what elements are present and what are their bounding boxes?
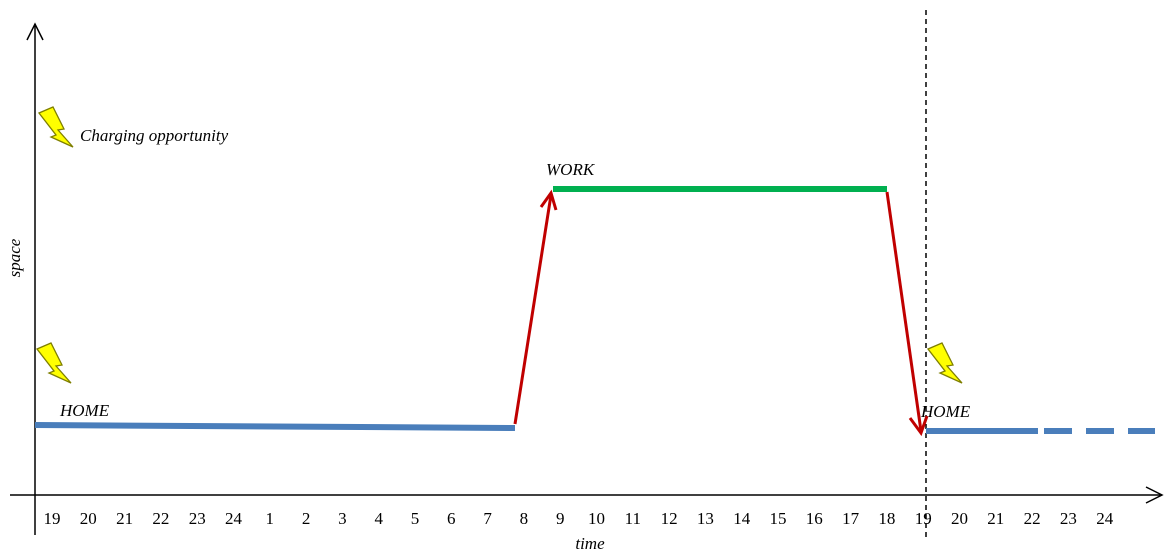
time-tick-label: 11 — [625, 509, 641, 528]
time-tick-label: 23 — [1060, 509, 1077, 528]
time-tick-label: 22 — [1024, 509, 1041, 528]
time-tick-label: 24 — [1096, 509, 1114, 528]
time-tick-label: 24 — [225, 509, 243, 528]
home-stay-line — [34, 422, 516, 431]
lightning-icon — [38, 106, 74, 148]
time-tick-label: 5 — [411, 509, 420, 528]
time-tick-label: 18 — [878, 509, 895, 528]
x-axis-title: time — [575, 534, 605, 553]
x-axis-arrowhead — [1145, 486, 1164, 504]
time-tick-label: 14 — [733, 509, 751, 528]
y-axis-arrowhead — [26, 22, 44, 41]
time-tick-label: 3 — [338, 509, 347, 528]
time-tick-label: 15 — [770, 509, 787, 528]
home-label: HOME — [59, 401, 110, 420]
trip-to-work-arrow — [513, 194, 553, 425]
time-tick-label: 7 — [483, 509, 492, 528]
time-tick-label: 13 — [697, 509, 714, 528]
time-tick-label: 8 — [520, 509, 529, 528]
time-tick-label: 17 — [842, 509, 860, 528]
time-tick-label: 10 — [588, 509, 605, 528]
lightning-icon — [36, 342, 72, 384]
time-tick-label: 4 — [374, 509, 383, 528]
time-tick-label: 1 — [266, 509, 275, 528]
trip-to-work-arrowhead — [539, 189, 558, 211]
trip-home-arrowhead — [908, 415, 929, 437]
time-tick-label: 20 — [951, 509, 968, 528]
time-tick-label: 16 — [806, 509, 823, 528]
time-tick-label: 12 — [661, 509, 678, 528]
time-tick-label: 23 — [189, 509, 206, 528]
time-tick-label: 21 — [987, 509, 1004, 528]
time-tick-label: 2 — [302, 509, 311, 528]
time-tick-label: 9 — [556, 509, 565, 528]
time-tick-label: 20 — [80, 509, 97, 528]
work-label: WORK — [546, 160, 596, 179]
time-ticks: 19 20 21 22 23 24 1 2 3 4 5 6 7 8 9 10 11 12 13 14 15 16 17 18 1… — [44, 509, 1114, 528]
time-tick-label: 19 — [915, 509, 932, 528]
legend-label: Charging opportunity — [80, 126, 229, 145]
time-tick-label: 21 — [116, 509, 133, 528]
time-tick-label: 22 — [152, 509, 169, 528]
y-axis-title: space — [5, 238, 24, 277]
lightning-icon — [927, 342, 963, 384]
time-tick-label: 6 — [447, 509, 456, 528]
trip-home-arrow — [885, 191, 923, 432]
time-tick-label: 19 — [44, 509, 61, 528]
home-return-label: HOME — [920, 402, 971, 421]
